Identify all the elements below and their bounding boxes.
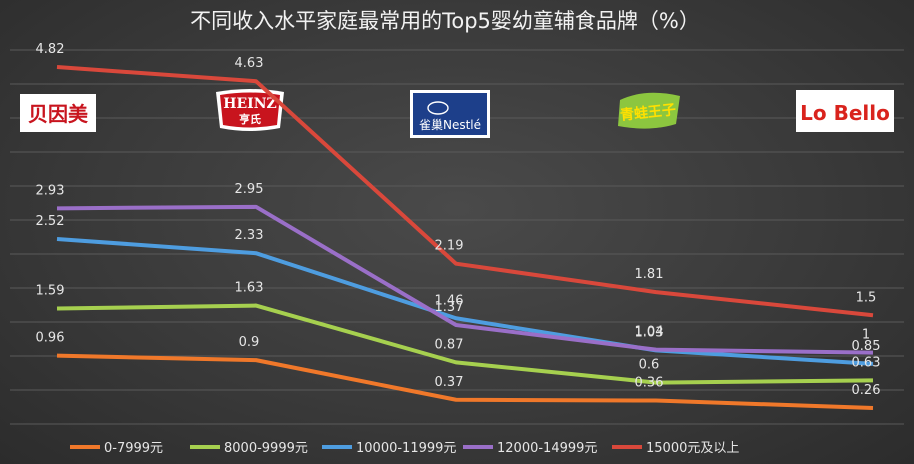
data-label: 1.04 bbox=[635, 325, 664, 340]
data-label: 1.46 bbox=[435, 293, 464, 308]
nestle-logo: 雀巢Nestlé bbox=[410, 90, 490, 138]
legend-label: 8000-9999元 bbox=[224, 441, 308, 456]
data-label: 0.87 bbox=[435, 337, 464, 352]
svg-text:贝因美: 贝因美 bbox=[28, 102, 89, 126]
series-lines bbox=[56, 65, 874, 410]
data-label: 1.5 bbox=[856, 290, 877, 305]
svg-text:HEINZ: HEINZ bbox=[223, 96, 276, 112]
svg-text:亨氏: 亨氏 bbox=[239, 112, 261, 126]
data-label: 2.95 bbox=[235, 182, 264, 197]
svg-text:雀巢Nestlé: 雀巢Nestlé bbox=[419, 118, 481, 132]
data-label: 0.37 bbox=[435, 375, 464, 390]
data-labels: 0.96 0.9 0.37 0.36 0.26 1.59 1.63 0.87 0.6 0.63 2.… bbox=[36, 42, 881, 398]
legend-label: 0-7999元 bbox=[104, 441, 163, 456]
data-label: 2.33 bbox=[235, 228, 264, 243]
beingmate-logo: 贝因美 bbox=[20, 94, 96, 132]
frog-prince-logo: 青蛙王子 bbox=[618, 92, 680, 129]
legend-item-3: 12000-14999元 bbox=[463, 441, 597, 456]
data-label: 1.37 bbox=[435, 300, 464, 315]
svg-text:Lo Bello: Lo Bello bbox=[800, 101, 890, 125]
data-label: 0.96 bbox=[36, 331, 65, 346]
data-label: 0.85 bbox=[852, 339, 881, 354]
series-line-2 bbox=[56, 237, 874, 366]
series-line-4 bbox=[56, 65, 874, 318]
data-label: 1.63 bbox=[235, 281, 264, 296]
data-label: 0.36 bbox=[635, 376, 664, 391]
legend-item-1: 8000-9999元 bbox=[190, 441, 308, 456]
legend-label: 10000-11999元 bbox=[356, 441, 456, 456]
data-label: 1.59 bbox=[36, 284, 65, 299]
data-label: 0.63 bbox=[852, 355, 881, 370]
series-line-0 bbox=[56, 353, 874, 410]
chart-title: 不同收入水平家庭最常用的Top5婴幼童辅食品牌（%） bbox=[190, 9, 700, 33]
series-line-3 bbox=[56, 204, 874, 355]
data-label: 1.03 bbox=[635, 325, 664, 340]
data-label: 0.9 bbox=[239, 335, 260, 350]
legend-item-4: 15000元及以上 bbox=[612, 441, 739, 456]
data-label: 0.26 bbox=[852, 383, 881, 398]
legend: 0-7999元 8000-9999元 10000-11999元 12000-14999… bbox=[70, 441, 739, 456]
heinz-logo: HEINZ 亨氏 bbox=[216, 89, 284, 131]
svg-text:青蛙王子: 青蛙王子 bbox=[619, 101, 676, 124]
legend-item-0: 0-7999元 bbox=[70, 441, 163, 456]
data-label: 2.19 bbox=[435, 239, 464, 254]
legend-label: 15000元及以上 bbox=[646, 441, 739, 456]
data-label: 1 bbox=[862, 328, 870, 343]
legend-item-2: 10000-11999元 bbox=[322, 441, 456, 456]
series-line-1 bbox=[56, 303, 874, 385]
legend-label: 12000-14999元 bbox=[497, 441, 597, 456]
data-label: 0.6 bbox=[639, 358, 660, 373]
data-label: 1.81 bbox=[635, 267, 664, 282]
data-label: 4.63 bbox=[235, 56, 264, 71]
data-label: 2.93 bbox=[36, 183, 65, 198]
data-label: 2.52 bbox=[36, 214, 65, 229]
lobello-logo: Lo Bello bbox=[796, 90, 894, 132]
data-label: 4.82 bbox=[36, 42, 65, 57]
